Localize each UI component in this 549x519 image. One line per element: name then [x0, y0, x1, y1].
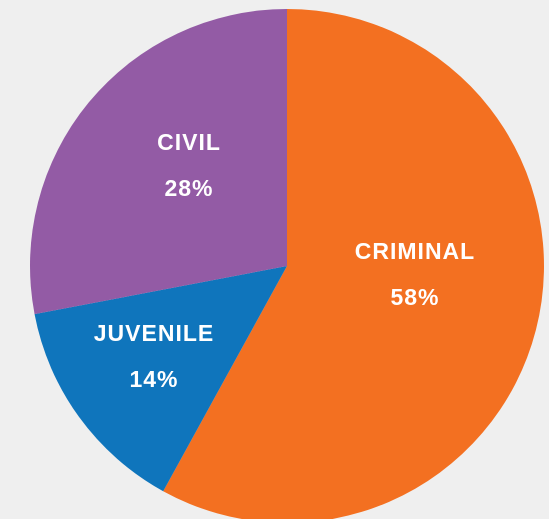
slice-value-label-criminal: 58%: [390, 284, 439, 310]
slice-name-label-criminal: CRIMINAL: [355, 238, 475, 264]
pie-labels: CRIMINAL 58% JUVENILE 14% CIVIL 28%: [94, 129, 475, 392]
slice-value-label-civil: 28%: [164, 175, 213, 201]
slice-value-label-juvenile: 14%: [129, 366, 178, 392]
slice-name-label-civil: CIVIL: [157, 129, 221, 155]
pie-slice-juvenile: [34, 266, 287, 492]
pie-slice-criminal: [163, 9, 544, 519]
pie-slice-civil: [29, 9, 287, 315]
pie-slices: [29, 9, 544, 519]
slice-name-label-juvenile: JUVENILE: [94, 320, 214, 346]
